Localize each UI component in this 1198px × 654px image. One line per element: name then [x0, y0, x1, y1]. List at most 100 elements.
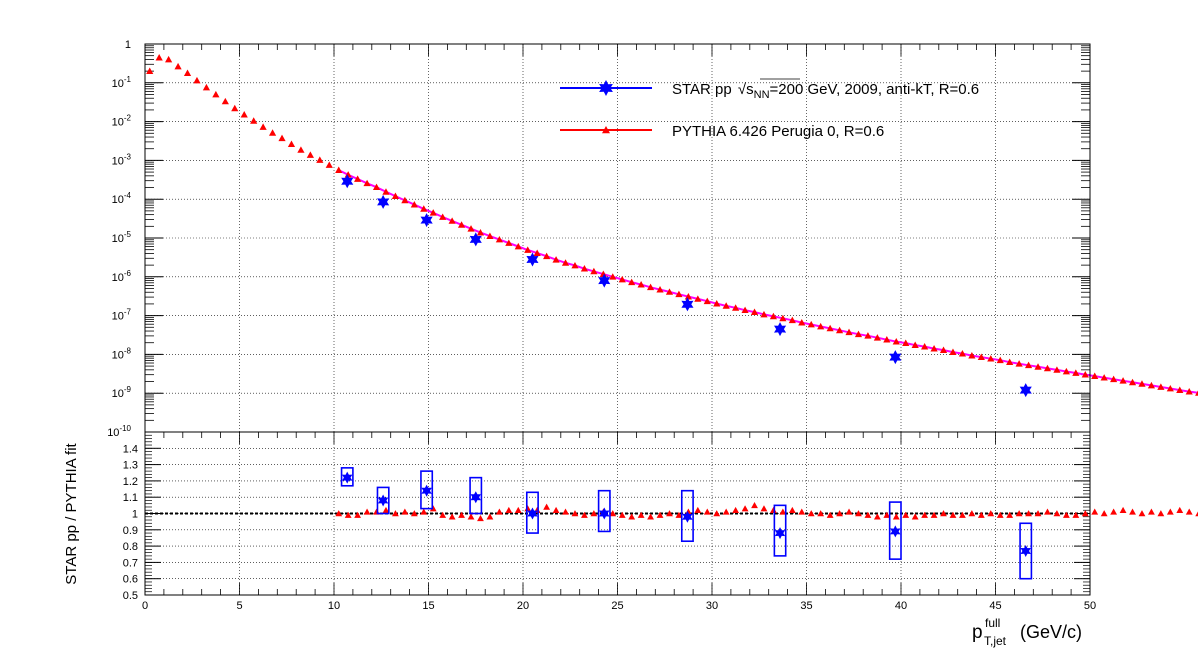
spectrum-y-tick-exp: -7 — [124, 308, 132, 317]
pythia-ratio-marker — [429, 505, 437, 512]
pythia-marker — [817, 322, 825, 330]
pythia-ratio-marker — [836, 510, 843, 517]
pythia-marker — [609, 273, 617, 280]
ratio-y-axis-title: STAR pp / PYTHIA fit — [63, 442, 80, 584]
star-ratio-sys-box — [469, 476, 483, 515]
pythia-marker — [1072, 369, 1080, 376]
pythia-ratio-marker — [1015, 510, 1023, 517]
pythia-ratio-marker — [1062, 511, 1070, 518]
pythia-marker — [741, 306, 749, 314]
pythia-ratio-marker — [401, 508, 409, 515]
spectrum-y-tick-label: 10-7 — [112, 308, 132, 323]
pythia-ratio-marker — [420, 508, 428, 515]
ratio-panel: 0.5 0.6 0.7 0.8 0.9 1 1.1 1.2 1.3 1.4 0 5 10 15 20 25 3… — [63, 431, 1198, 648]
pythia-marker — [580, 265, 589, 272]
pythia-ratio-marker — [864, 511, 872, 518]
x-axis-title-units: (GeV/c) — [1020, 622, 1082, 642]
ratio-x-tick-label: 25 — [611, 600, 623, 612]
pythia-ratio-marker — [1176, 506, 1184, 513]
legend-star-label: STAR pp √sNN=200 GeV, 2009, anti-kT, R=0… — [672, 81, 979, 101]
star-marker — [598, 273, 611, 288]
legend-pythia-marker — [602, 126, 610, 134]
pythia-spectrum-series — [146, 53, 1198, 396]
star-ratio-marker — [890, 525, 901, 538]
star-marker — [469, 232, 482, 247]
pythia-marker — [193, 76, 201, 84]
star-ratio-sys-box — [420, 470, 434, 510]
pythia-marker — [798, 318, 806, 326]
pythia-marker — [628, 278, 636, 286]
pythia-marker — [476, 228, 485, 236]
pythia-ratio-marker — [1044, 508, 1051, 515]
pythia-marker — [1024, 361, 1033, 369]
star-marker — [341, 174, 354, 189]
pythia-marker — [505, 239, 513, 246]
spectrum-y-tick-label: 10-6 — [112, 269, 132, 284]
pythia-marker — [183, 69, 192, 76]
pythia-marker — [325, 161, 333, 168]
ratio-y-tick-label: 0.9 — [123, 525, 138, 537]
spectrum-y-tick-label: 10-9 — [112, 385, 132, 400]
spectrum-y-tick-base: 1 — [125, 39, 131, 51]
star-marker — [1019, 383, 1032, 398]
legend-sqrt-sub: NN — [754, 89, 770, 101]
ratio-x-tick-label: 15 — [422, 600, 434, 612]
ratio-y-tick-labels: 0.5 0.6 0.7 0.8 0.9 1 1.1 1.2 1.3 1.4 — [123, 443, 138, 602]
pythia-ratio-marker — [543, 503, 551, 510]
ratio-x-tick-label: 20 — [517, 600, 529, 612]
pythia-ratio-marker — [1072, 511, 1080, 518]
pythia-marker — [1128, 378, 1137, 386]
ratio-y-tick-label: 1.4 — [123, 443, 138, 455]
pythia-marker — [1091, 372, 1099, 380]
ratio-y-tick-label: 1.2 — [123, 476, 138, 488]
pythia-marker — [401, 196, 409, 204]
ratio-y-tick-label: 1 — [132, 509, 138, 521]
pythia-marker — [1119, 377, 1127, 384]
pythia-marker — [883, 336, 891, 343]
star-ratio-marker — [421, 484, 432, 497]
spectrum-y-tick-label: 10-3 — [112, 152, 132, 167]
pythia-marker — [1147, 381, 1156, 389]
pythia-marker — [420, 205, 428, 212]
spectrum-y-tick-base: 10 — [112, 311, 124, 323]
pythia-marker — [316, 156, 324, 163]
star-marker — [774, 322, 787, 337]
spectrum-y-tick-exp: -1 — [124, 75, 132, 84]
legend: STAR pp √sNN=200 GeV, 2009, anti-kT, R=0… — [560, 78, 979, 140]
pythia-ratio-marker — [788, 506, 796, 513]
pythia-ratio-marker — [562, 508, 569, 515]
star-ratio-marker — [377, 494, 389, 507]
pythia-marker — [949, 348, 957, 355]
ratio-x-tick-label: 40 — [895, 600, 907, 612]
legend-sqrt-sign: √ — [738, 81, 747, 98]
spectrum-y-tick-exp: -5 — [124, 230, 132, 239]
pythia-ratio-marker — [770, 506, 777, 513]
pythia-marker — [779, 314, 787, 322]
pythia-marker — [448, 217, 456, 224]
spectrum-y-tick-exp: -9 — [124, 385, 132, 394]
pythia-marker — [788, 316, 796, 324]
pythia-marker — [958, 350, 967, 357]
star-marker — [420, 213, 433, 228]
pythia-ratio-marker — [959, 511, 966, 518]
star-ratio-marker — [470, 491, 481, 504]
pythia-ratio-marker — [590, 510, 598, 517]
pythia-marker — [146, 67, 154, 75]
star-ratio-marker — [599, 507, 610, 520]
spectrum-y-tick-exp: -10 — [119, 424, 131, 433]
pythia-marker — [694, 295, 702, 302]
pythia-marker — [713, 299, 721, 307]
star-ratio-sys-box — [340, 467, 354, 487]
spectrum-y-tick-label: 10-1 — [112, 75, 132, 90]
spectrum-y-tick-base: 10 — [112, 194, 124, 206]
star-ratio-marker — [527, 507, 538, 520]
star-marker — [889, 350, 902, 365]
pythia-ratio-marker — [883, 511, 891, 518]
pythia-marker — [1110, 375, 1118, 383]
pythia-ratio-marker — [618, 511, 626, 518]
pythia-marker — [306, 151, 314, 158]
star-ratio-marker — [682, 510, 693, 523]
ratio-y-tick-label: 0.7 — [123, 557, 138, 569]
pythia-ratio-marker — [977, 511, 985, 518]
